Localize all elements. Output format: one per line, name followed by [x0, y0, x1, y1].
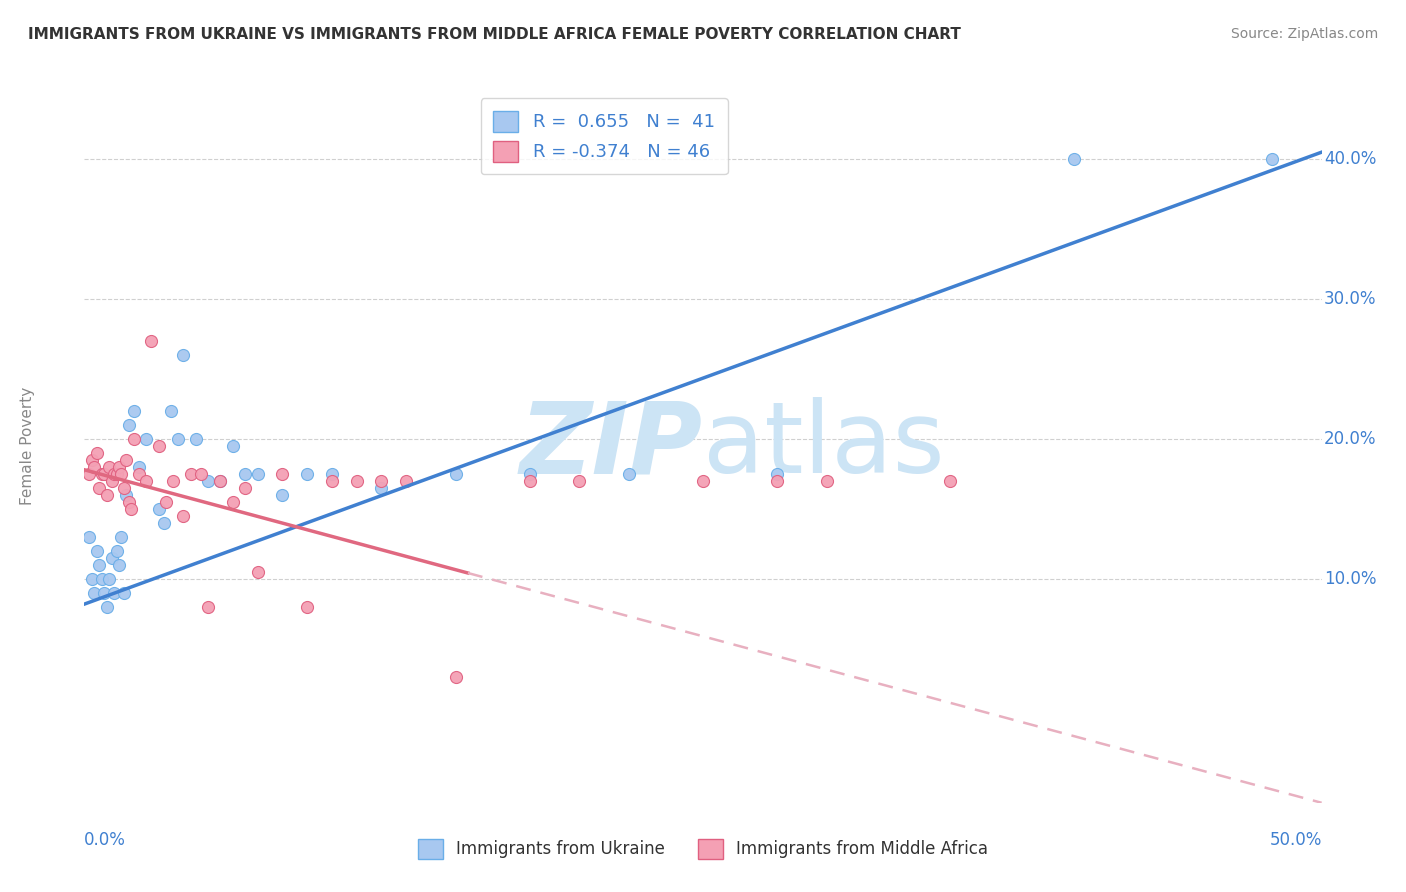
Point	[148, 439, 170, 453]
Point	[128, 467, 150, 481]
Point	[103, 467, 125, 481]
Point	[444, 467, 467, 481]
Point	[617, 467, 640, 481]
Point	[321, 474, 343, 488]
Point	[209, 474, 232, 488]
Text: IMMIGRANTS FROM UKRAINE VS IMMIGRANTS FROM MIDDLE AFRICA FEMALE POVERTY CORRELAT: IMMIGRANTS FROM UKRAINE VS IMMIGRANTS FR…	[28, 27, 960, 42]
Point	[444, 670, 467, 684]
Point	[172, 348, 194, 362]
Point	[295, 599, 318, 614]
Point	[233, 467, 256, 481]
Point	[346, 474, 368, 488]
Point	[112, 481, 135, 495]
Point	[96, 488, 118, 502]
Point	[519, 467, 541, 481]
Point	[395, 474, 418, 488]
Point	[115, 488, 138, 502]
Point	[167, 432, 190, 446]
Point	[209, 474, 232, 488]
Point	[105, 544, 128, 558]
Point	[100, 550, 122, 565]
Point	[197, 474, 219, 488]
Point	[80, 453, 103, 467]
Point	[110, 530, 132, 544]
Point	[122, 432, 145, 446]
Point	[122, 404, 145, 418]
Point	[86, 446, 108, 460]
Point	[112, 586, 135, 600]
Text: 0.0%: 0.0%	[84, 831, 127, 849]
Point	[108, 460, 131, 475]
Point	[162, 474, 184, 488]
Point	[93, 467, 115, 481]
Point	[79, 467, 101, 481]
Point	[118, 417, 141, 432]
Point	[148, 502, 170, 516]
Point	[1063, 152, 1085, 166]
Text: 30.0%: 30.0%	[1324, 290, 1376, 308]
Text: ZIP: ZIP	[520, 398, 703, 494]
Point	[519, 474, 541, 488]
Text: Source: ZipAtlas.com: Source: ZipAtlas.com	[1230, 27, 1378, 41]
Point	[128, 460, 150, 475]
Point	[120, 502, 142, 516]
Point	[115, 453, 138, 467]
Point	[197, 599, 219, 614]
Point	[98, 460, 121, 475]
Text: 10.0%: 10.0%	[1324, 570, 1376, 588]
Point	[160, 404, 183, 418]
Point	[295, 467, 318, 481]
Point	[766, 474, 789, 488]
Point	[370, 481, 392, 495]
Point	[152, 516, 174, 530]
Point	[135, 474, 157, 488]
Point	[1261, 152, 1284, 166]
Text: 20.0%: 20.0%	[1324, 430, 1376, 448]
Point	[568, 474, 591, 488]
Point	[118, 495, 141, 509]
Point	[190, 467, 212, 481]
Point	[90, 467, 112, 481]
Point	[184, 432, 207, 446]
Point	[90, 572, 112, 586]
Point	[100, 474, 122, 488]
Point	[692, 474, 714, 488]
Point	[83, 586, 105, 600]
Point	[108, 558, 131, 572]
Point	[103, 586, 125, 600]
Point	[271, 488, 294, 502]
Point	[815, 474, 838, 488]
Point	[271, 467, 294, 481]
Point	[89, 481, 111, 495]
Point	[98, 572, 121, 586]
Point	[96, 599, 118, 614]
Text: atlas: atlas	[703, 398, 945, 494]
Point	[321, 467, 343, 481]
Point	[766, 467, 789, 481]
Point	[155, 495, 177, 509]
Point	[370, 474, 392, 488]
Text: 50.0%: 50.0%	[1270, 831, 1322, 849]
Point	[222, 439, 245, 453]
Point	[246, 467, 269, 481]
Text: Female Poverty: Female Poverty	[20, 387, 35, 505]
Text: 40.0%: 40.0%	[1324, 150, 1376, 169]
Point	[80, 572, 103, 586]
Legend: R =  0.655   N =  41, R = -0.374   N = 46: R = 0.655 N = 41, R = -0.374 N = 46	[481, 98, 727, 174]
Point	[172, 508, 194, 523]
Point	[939, 474, 962, 488]
Point	[86, 544, 108, 558]
Point	[110, 467, 132, 481]
Point	[79, 530, 101, 544]
Point	[246, 565, 269, 579]
Point	[135, 432, 157, 446]
Point	[83, 460, 105, 475]
Point	[233, 481, 256, 495]
Point	[180, 467, 202, 481]
Point	[89, 558, 111, 572]
Point	[105, 467, 128, 481]
Point	[222, 495, 245, 509]
Point	[93, 586, 115, 600]
Point	[141, 334, 163, 348]
